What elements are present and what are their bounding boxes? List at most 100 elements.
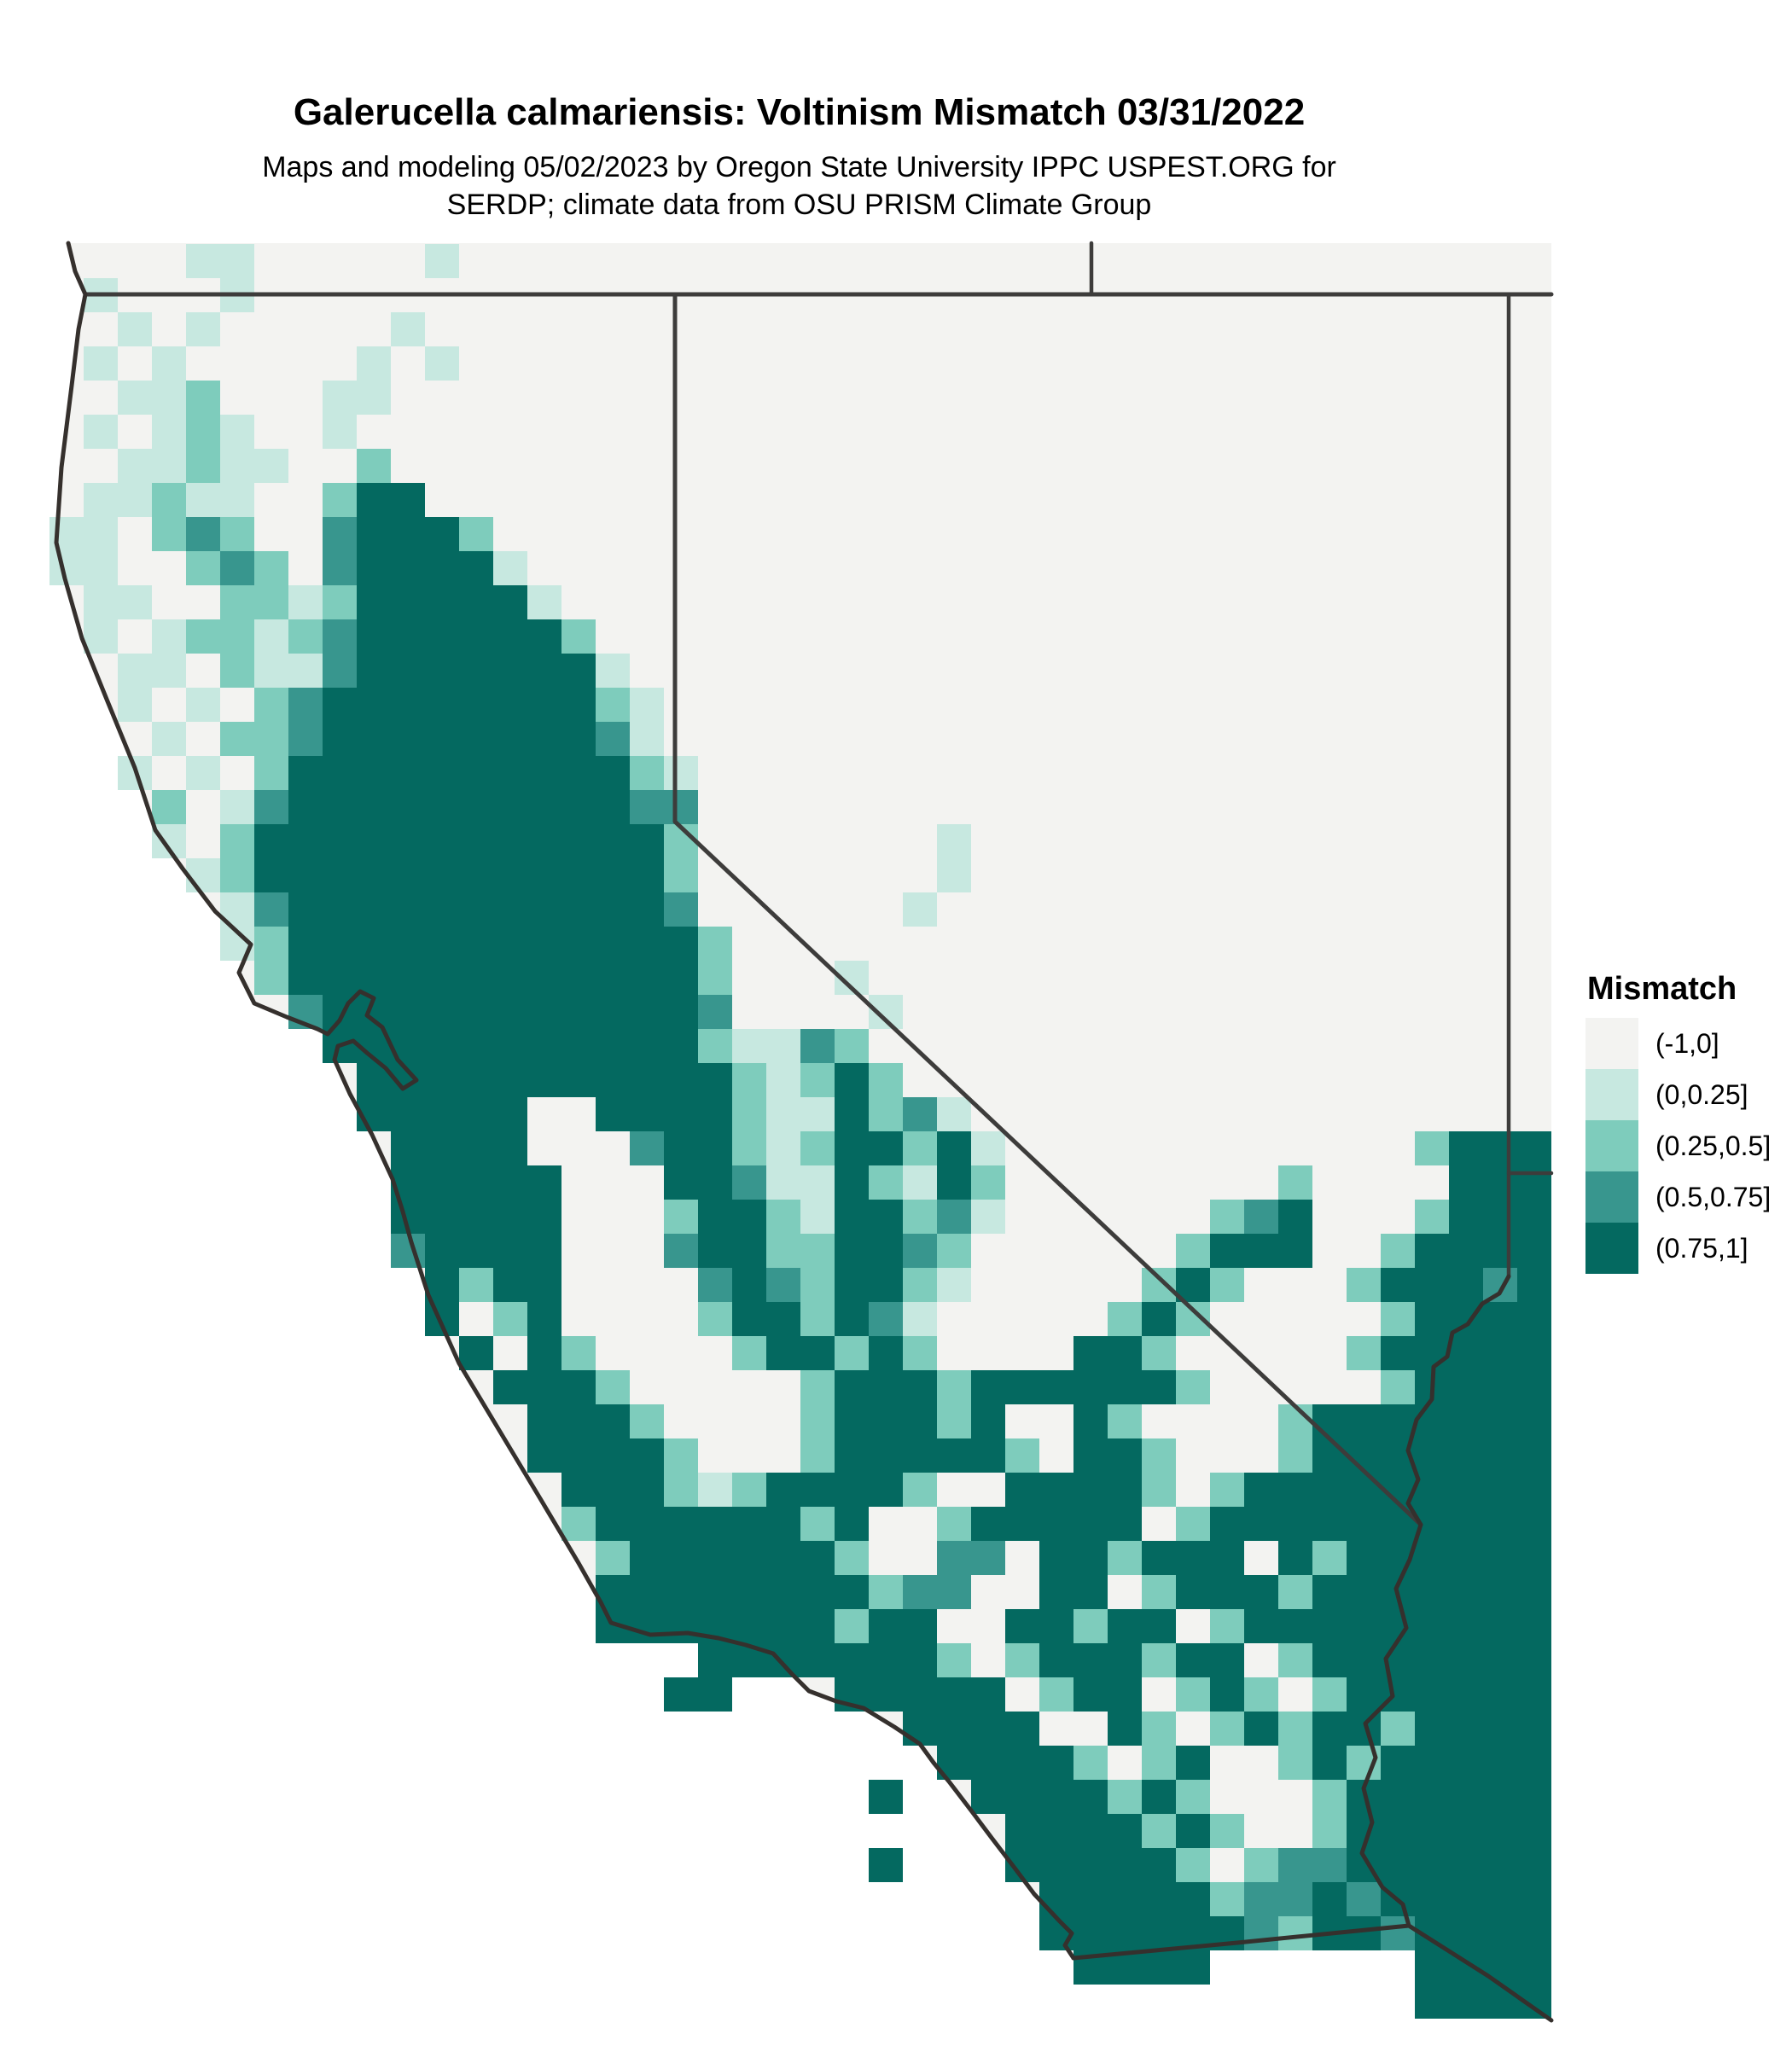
raster-cell [493,1268,527,1302]
raster-cell [459,1029,493,1063]
raster-cell [527,1268,561,1302]
raster-cell [527,1370,561,1404]
raster-cell [152,346,186,381]
raster-cell [937,1507,971,1541]
raster-cell [254,619,288,654]
raster-cell [1517,1643,1551,1677]
raster-cell [732,1507,766,1541]
legend-swatch [1585,1018,1638,1069]
raster-cell [971,1541,1005,1575]
raster-cell [596,1404,630,1438]
raster-cell [1108,1848,1142,1882]
raster-cell [835,1200,869,1234]
raster-cell [1449,1882,1483,1916]
raster-cell [561,790,596,824]
raster-cell [323,892,357,927]
raster-cell [1415,1268,1449,1302]
raster-cell [357,654,391,688]
raster-cell [1108,1438,1142,1473]
raster-cell [493,927,527,961]
raster-cell [1415,1200,1449,1234]
raster-cell [1210,1507,1244,1541]
raster-cell [1176,1234,1210,1268]
raster-cell [664,1200,698,1234]
raster-cell [835,1541,869,1575]
raster-cell [1108,1643,1142,1677]
raster-cell [1517,1575,1551,1609]
raster-cell [1312,1541,1347,1575]
raster-cell [459,1063,493,1097]
raster-cell [357,449,391,483]
raster-cell [459,1336,493,1370]
raster-cell [664,1473,698,1507]
raster-cell [425,927,459,961]
raster-cell [561,1507,596,1541]
raster-cell [459,995,493,1029]
raster-cell [254,722,288,756]
raster-cell [937,1234,971,1268]
raster-cell [323,381,357,415]
raster-cell [903,1131,937,1165]
raster-cell [391,654,425,688]
raster-cell [1278,1882,1312,1916]
raster-cell [1210,1234,1244,1268]
raster-cell [1312,1712,1347,1746]
raster-cell [493,824,527,858]
raster-cell [766,1063,800,1097]
raster-cell [596,927,630,961]
raster-cell [561,892,596,927]
raster-cell [391,892,425,927]
raster-cell [186,858,220,892]
raster-cell [84,483,118,517]
raster-cell [1517,1473,1551,1507]
raster-cell [425,1200,459,1234]
raster-cell [1517,1234,1551,1268]
raster-cell [1347,1438,1381,1473]
raster-cell [1517,1131,1551,1165]
raster-cell [186,381,220,415]
raster-cell [357,927,391,961]
raster-cell [835,1268,869,1302]
state-fill-oregon [68,243,1091,294]
raster-cell [596,1063,630,1097]
raster-cell [903,1268,937,1302]
raster-cell [1415,1814,1449,1848]
raster-cell [527,1336,561,1370]
raster-cell [903,1302,937,1336]
raster-cell [1244,1882,1278,1916]
raster-cell [493,756,527,790]
raster-cell [596,1438,630,1473]
raster-cell [698,1473,732,1507]
colorado-river-border [1359,1274,1511,1928]
raster-cell [527,688,561,722]
raster-cell [1142,1438,1176,1473]
raster-cell [800,1575,835,1609]
raster-cell [1381,1302,1415,1336]
raster-cell [869,1234,903,1268]
raster-cell [732,1473,766,1507]
raster-cell [971,1200,1005,1234]
raster-cell [1073,1643,1108,1677]
raster-cell [1415,1950,1449,1985]
raster-cell [1073,1336,1108,1370]
raster-cell [971,1404,1005,1438]
raster-cell [664,1541,698,1575]
raster-cell [835,1609,869,1643]
raster-cell [152,415,186,449]
raster-cell [800,1302,835,1336]
raster-cell [1073,1404,1108,1438]
raster-cell [869,1063,903,1097]
legend-swatch [1585,1223,1638,1274]
raster-cell [1142,1643,1176,1677]
raster-cell [527,654,561,688]
raster-cell [1483,1507,1517,1541]
raster-cell [800,1473,835,1507]
raster-cell [1483,1950,1517,1985]
raster-cell [1483,1234,1517,1268]
raster-cell [971,1677,1005,1712]
raster-cell [766,1302,800,1336]
raster-cell [1210,1609,1244,1643]
raster-cell [459,892,493,927]
raster-cell [459,688,493,722]
